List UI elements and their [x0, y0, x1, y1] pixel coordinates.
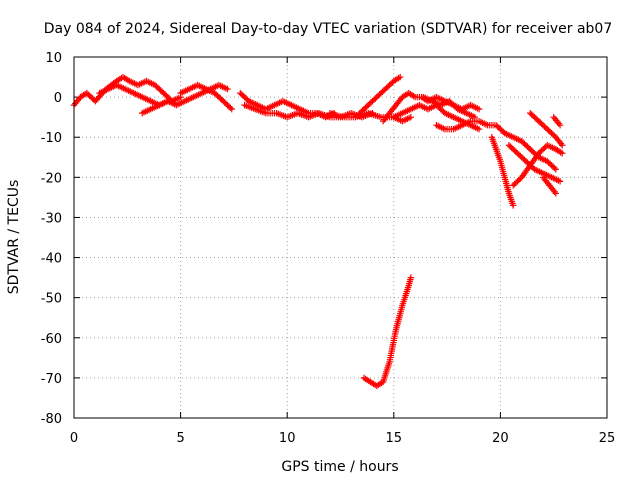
- y-axis-ticks: 10 0 -10 -20 -30 -40 -50 -60 -70 -80: [41, 51, 607, 427]
- x-tick-label: 25: [599, 431, 616, 446]
- series-track-a: [70, 73, 184, 109]
- data-point: [475, 105, 483, 113]
- chart-title: Day 084 of 2024, Sidereal Day-to-day VTE…: [44, 21, 613, 37]
- y-tick-label: -30: [41, 211, 62, 226]
- data-point: [556, 178, 564, 185]
- x-tick-label: 10: [279, 431, 296, 446]
- series-track-b: [96, 81, 172, 109]
- y-tick-label: -60: [41, 332, 62, 347]
- data-point: [407, 274, 415, 281]
- data-point: [407, 113, 415, 121]
- y-tick-label: -50: [41, 292, 62, 307]
- x-axis-label: GPS time / hours: [281, 459, 398, 475]
- x-tick-label: 15: [386, 431, 403, 446]
- y-tick-label: -70: [41, 372, 62, 387]
- data-point: [556, 121, 564, 129]
- series-track-l: [433, 117, 560, 173]
- y-tick-label: -10: [41, 131, 62, 146]
- x-tick-label: 0: [70, 431, 78, 446]
- series-track-h: [356, 73, 404, 117]
- series-track-g: [326, 109, 415, 125]
- y-tick-label: 10: [45, 51, 62, 66]
- x-tick-label: 5: [176, 431, 184, 446]
- data-point: [228, 105, 235, 113]
- y-axis-label: SDTVAR / TECUs: [6, 180, 22, 295]
- data-point: [559, 142, 566, 149]
- plot-frame: [73, 56, 608, 419]
- y-tick-label: 0: [54, 91, 62, 106]
- grid-lines: [74, 57, 607, 418]
- series-track-q: [539, 174, 560, 197]
- data-point: [509, 202, 517, 209]
- data-point: [559, 150, 566, 157]
- x-axis-ticks: 0 5 10 15 20 25: [70, 57, 615, 446]
- y-tick-label: -20: [41, 171, 62, 186]
- series-track-o: [509, 142, 566, 189]
- data-points: [70, 73, 566, 390]
- series-track-n: [505, 142, 564, 185]
- data-point: [227, 104, 234, 112]
- data-point: [551, 164, 558, 172]
- data-point: [475, 126, 483, 133]
- series-track-k: [420, 93, 479, 121]
- x-tick-label: 20: [492, 431, 509, 446]
- data-point: [552, 190, 560, 197]
- data-point: [224, 85, 231, 93]
- data-point: [552, 166, 560, 173]
- series-track-r: [550, 113, 564, 129]
- series-track-p: [527, 109, 566, 149]
- data-point: [396, 73, 404, 81]
- series-track-m: [488, 134, 517, 209]
- y-tick-label: -40: [41, 252, 62, 267]
- y-tick-label: -80: [41, 412, 62, 427]
- series-track-d: [177, 81, 235, 113]
- series-track-s: [360, 274, 415, 390]
